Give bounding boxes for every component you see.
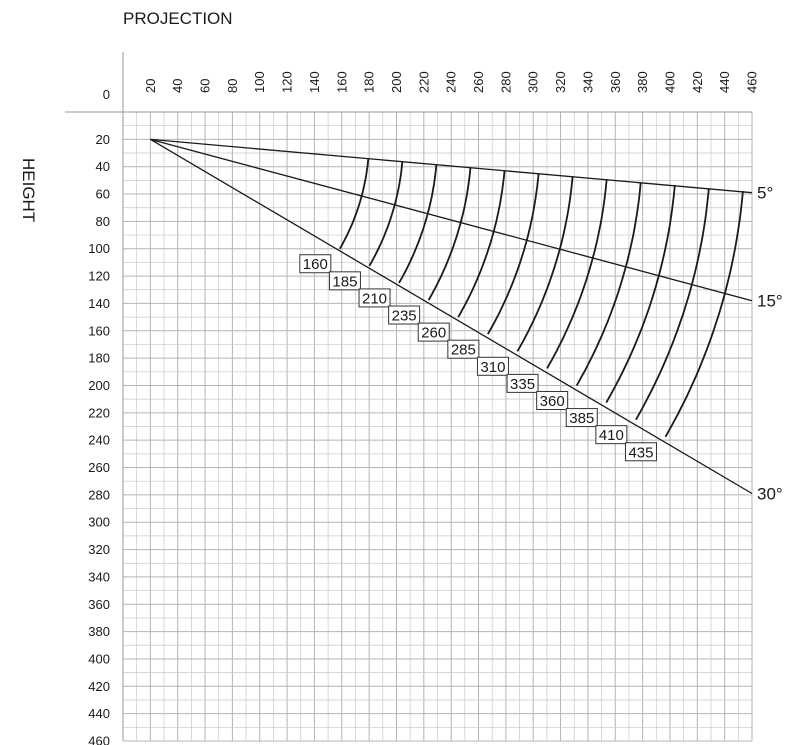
boom-label: 260 bbox=[421, 325, 446, 342]
boom-label-box bbox=[565, 408, 598, 428]
boom-label: 410 bbox=[599, 427, 624, 444]
boom-label: 160 bbox=[303, 256, 328, 273]
boom-label-box bbox=[417, 322, 450, 342]
y-tick-label: 380 bbox=[88, 624, 110, 639]
y-tick-label: 200 bbox=[88, 378, 110, 393]
origin-tick-label: 0 bbox=[103, 87, 110, 102]
y-tick-label: 300 bbox=[88, 515, 110, 530]
angle-line-5deg bbox=[150, 138, 753, 194]
x-tick-label: 440 bbox=[717, 71, 732, 93]
boom-label-box bbox=[595, 425, 628, 445]
boom-label: 235 bbox=[392, 308, 417, 325]
x-tick-label: 380 bbox=[635, 71, 650, 93]
angle-line-15deg bbox=[150, 138, 753, 302]
boom-label: 360 bbox=[540, 393, 565, 410]
boom-label: 435 bbox=[628, 444, 653, 461]
x-tick-label: 160 bbox=[334, 71, 349, 93]
y-tick-label: 240 bbox=[88, 433, 110, 448]
y-tick-label: 420 bbox=[88, 679, 110, 694]
boom-arc bbox=[398, 164, 438, 284]
y-tick-label: 100 bbox=[88, 241, 110, 256]
y-tick-label: 40 bbox=[96, 159, 110, 174]
x-tick-label: 320 bbox=[553, 71, 568, 93]
y-tick-label: 120 bbox=[88, 269, 110, 284]
boom-arc bbox=[457, 170, 506, 318]
boom-arc bbox=[635, 188, 710, 421]
x-tick-label: 100 bbox=[252, 71, 267, 93]
boom-label: 310 bbox=[480, 359, 505, 376]
angle-lines: 5° 15° 30° bbox=[150, 138, 783, 504]
boom-arc bbox=[516, 176, 574, 352]
angle-label: 15° bbox=[757, 292, 783, 311]
x-tick-label: 340 bbox=[580, 71, 595, 93]
y-tick-label: 60 bbox=[96, 187, 110, 202]
boom-label-box bbox=[358, 288, 391, 308]
boom-label-box bbox=[299, 254, 332, 274]
x-tick-label: 280 bbox=[498, 71, 513, 93]
x-tick-label: 120 bbox=[280, 71, 295, 93]
y-tick-label: 160 bbox=[88, 323, 110, 338]
x-tick-label: 20 bbox=[143, 79, 158, 93]
y-tick-label: 260 bbox=[88, 460, 110, 475]
x-tick-label: 400 bbox=[662, 71, 677, 93]
boom-arc bbox=[575, 182, 642, 386]
y-axis-title: HEIGHT bbox=[19, 158, 38, 222]
x-axis-title: PROJECTION bbox=[123, 9, 233, 28]
y-tick-label: 340 bbox=[88, 569, 110, 584]
boom-label: 285 bbox=[451, 342, 476, 359]
boom-arc bbox=[427, 167, 472, 301]
y-tick-label: 460 bbox=[88, 734, 110, 745]
angle-line-30deg bbox=[150, 138, 753, 495]
boom-arc bbox=[546, 179, 608, 369]
x-tick-label: 60 bbox=[198, 79, 213, 93]
angle-label: 5° bbox=[757, 184, 773, 203]
x-tick-label: 180 bbox=[362, 71, 377, 93]
x-tick-label: 360 bbox=[608, 71, 623, 93]
boom-label-box bbox=[506, 373, 539, 393]
x-tick-label: 460 bbox=[745, 71, 760, 93]
boom-label: 185 bbox=[332, 273, 357, 290]
boom-label: 210 bbox=[362, 290, 387, 307]
angle-label: 30° bbox=[757, 485, 783, 504]
x-tick-labels: 20 40 60 80 100 120 140 160 180 200 220 240 260 280 30… bbox=[143, 71, 760, 93]
boom-label-box bbox=[476, 356, 509, 376]
x-tick-label: 300 bbox=[526, 71, 541, 93]
y-tick-label: 220 bbox=[88, 405, 110, 420]
boom-label-box bbox=[388, 305, 421, 325]
boom-label-box bbox=[536, 390, 569, 410]
y-tick-label: 280 bbox=[88, 487, 110, 502]
x-tick-label: 240 bbox=[444, 71, 459, 93]
y-tick-label: 20 bbox=[96, 132, 110, 147]
x-tick-label: 220 bbox=[416, 71, 431, 93]
x-tick-label: 140 bbox=[307, 71, 322, 93]
x-tick-label: 40 bbox=[170, 79, 185, 93]
x-tick-label: 420 bbox=[690, 71, 705, 93]
boom-arc bbox=[487, 173, 540, 335]
boom-arc bbox=[605, 185, 676, 404]
boom-arc bbox=[368, 161, 404, 267]
boom-label-box bbox=[328, 271, 361, 291]
x-tick-label: 80 bbox=[225, 79, 240, 93]
y-tick-label: 360 bbox=[88, 597, 110, 612]
boom-label: 335 bbox=[510, 376, 535, 393]
boom-arc bbox=[339, 158, 370, 250]
y-tick-label: 140 bbox=[88, 296, 110, 311]
x-tick-label: 260 bbox=[471, 71, 486, 93]
boom-label-box bbox=[447, 339, 480, 359]
grid bbox=[65, 52, 753, 742]
x-tick-label: 200 bbox=[389, 71, 404, 93]
boom-label: 385 bbox=[569, 410, 594, 427]
y-tick-label: 180 bbox=[88, 351, 110, 366]
y-tick-label: 400 bbox=[88, 651, 110, 666]
boom-arc bbox=[664, 191, 744, 438]
boom-arcs bbox=[339, 158, 744, 438]
boom-label-box bbox=[624, 442, 657, 462]
y-tick-label: 440 bbox=[88, 706, 110, 721]
y-tick-label: 80 bbox=[96, 214, 110, 229]
y-tick-label: 320 bbox=[88, 542, 110, 557]
y-tick-labels: 20 40 60 80 100 120 140 160 180 200 220 240 260 280 30… bbox=[88, 132, 110, 745]
